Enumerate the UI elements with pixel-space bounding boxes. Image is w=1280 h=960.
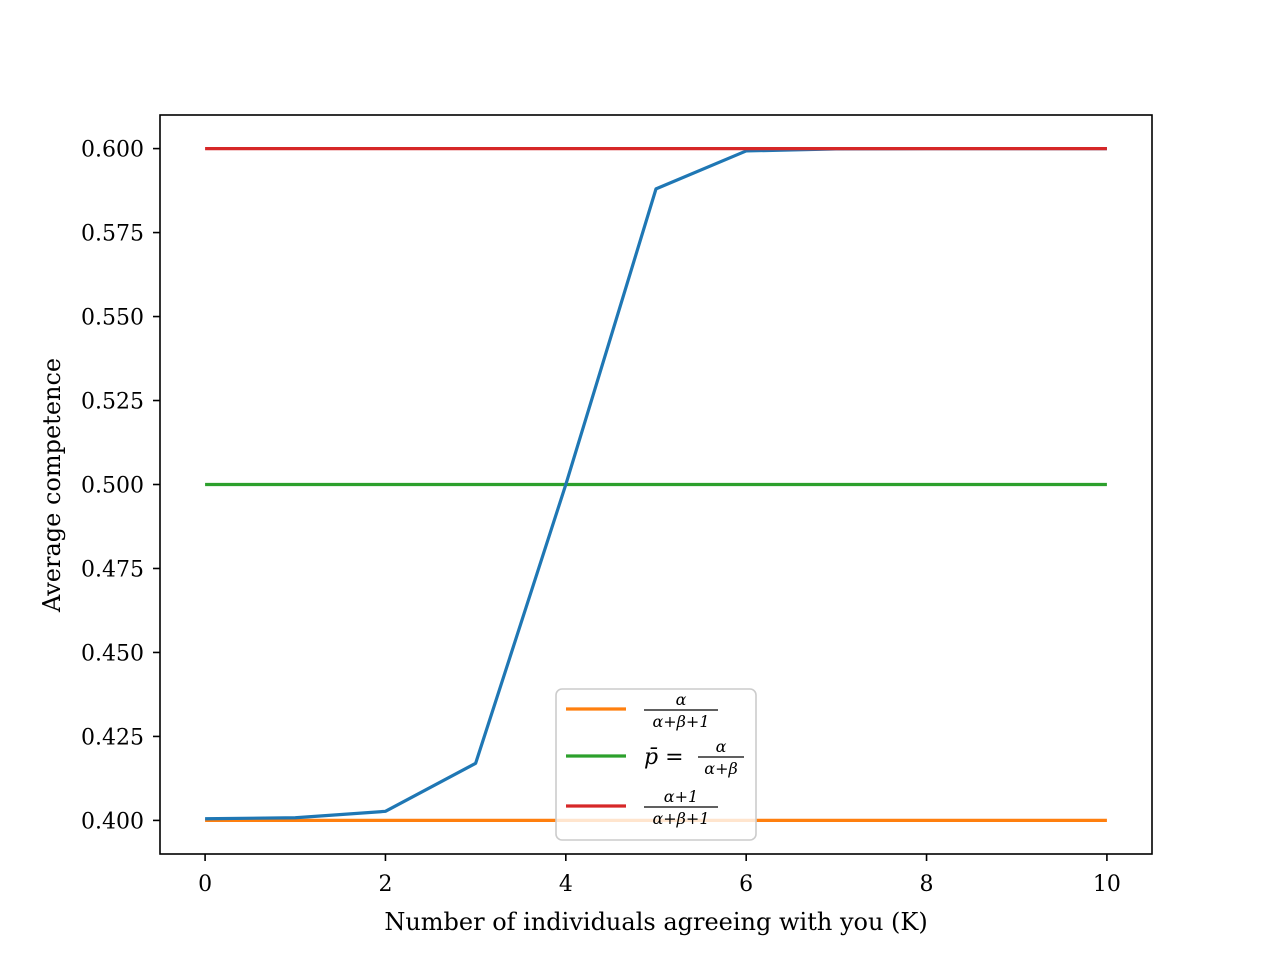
y-tick-label: 0.600: [81, 138, 144, 163]
legend-fraction-numerator: α: [716, 737, 727, 756]
y-tick-label: 0.550: [81, 306, 144, 331]
y-tick-label: 0.575: [81, 222, 144, 247]
legend-fraction-denominator: α+β: [704, 759, 737, 778]
y-tick-label: 0.450: [81, 641, 144, 666]
series-layer: [205, 146, 1107, 823]
y-tick-label: 0.400: [81, 809, 144, 834]
legend-entry: α+1 α+β+1: [566, 787, 718, 828]
y-tick-label: 0.425: [81, 725, 144, 750]
legend-entry: p̄ = α α+β: [566, 737, 744, 778]
legend-fraction-numerator: α+1: [664, 787, 698, 806]
x-tick-label: 6: [739, 872, 753, 897]
y-axis-label: Average competence: [38, 358, 66, 613]
legend-entry: α α+β+1: [566, 690, 718, 731]
legend-fraction-denominator: α+β+1: [652, 809, 709, 828]
legend-prefix: p̄ =: [644, 745, 684, 770]
x-tick-label: 4: [559, 872, 573, 897]
x-tick-label: 0: [198, 872, 212, 897]
x-axis-label: Number of individuals agreeing with you …: [384, 908, 927, 936]
x-tick-label: 2: [378, 872, 392, 897]
legend-fraction-numerator: α: [676, 690, 687, 709]
y-tick-label: 0.525: [81, 390, 144, 415]
y-tick-label: 0.500: [81, 474, 144, 499]
x-tick-label: 8: [920, 872, 934, 897]
legend-fraction-denominator: α+β+1: [652, 712, 709, 731]
legend-box: [555, 688, 757, 841]
x-axis: 0 2 4 6 8 10: [198, 854, 1121, 897]
legend: α α+β+1 p̄ = α α+β α+1 α+β+1: [555, 688, 757, 841]
y-tick-label: 0.475: [81, 557, 144, 582]
y-axis: 0.400 0.425 0.450 0.475 0.500 0.525 0.550 0.575…: [81, 138, 160, 834]
x-tick-label: 10: [1093, 872, 1121, 897]
